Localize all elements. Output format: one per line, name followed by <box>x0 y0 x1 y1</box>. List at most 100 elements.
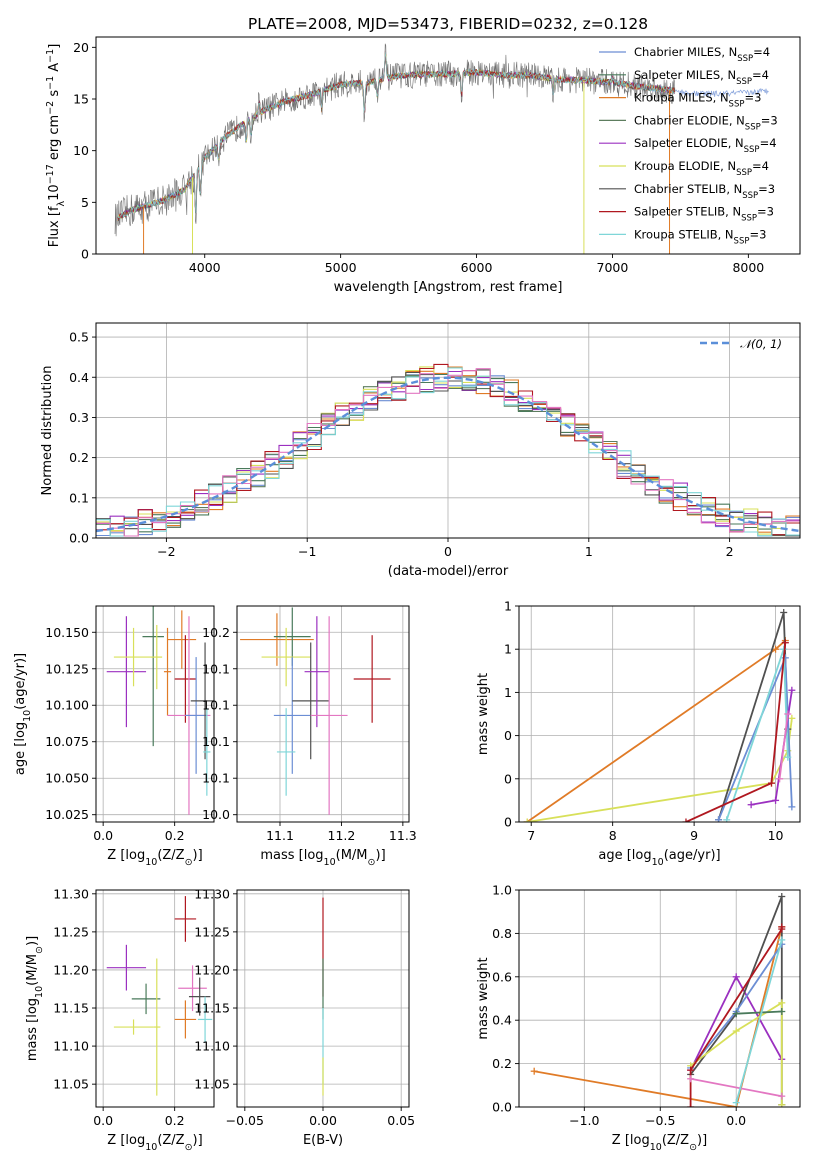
plot-area <box>96 363 800 537</box>
residual-histogram-panel: −2 −1 0 1 2 0.0 0.1 0.2 0.3 0.4 0.5 𝒩(0, 1) (data-mo… <box>40 322 801 579</box>
model-spectrum-line <box>117 51 675 219</box>
x-tick-label: −1.0 <box>569 1113 599 1128</box>
y-tick-label: 11.20 <box>194 962 230 977</box>
y-tick-label: 0.8 <box>492 926 512 941</box>
series-marker <box>732 973 740 981</box>
y-tick-label: 0.1 <box>69 490 89 505</box>
x-tick-label: 8 <box>609 828 617 843</box>
series-marker <box>682 818 690 822</box>
mass-vs-metallicity-panel: 0.0 0.2 11.05 11.10 11.15 11.20 11.25 11.30 Z [l… <box>25 886 215 1153</box>
y-tick-label: 10.2 <box>202 625 230 640</box>
age-vs-metallicity-panel: 0.0 0.2 10.025 10.050 10.075 10.100 10.125 10.1… <box>13 605 215 868</box>
y-tick-label: 10 <box>73 143 89 158</box>
legend: Chabrier MILES, NSSP=4 Salpeter MILES, NS… <box>599 45 778 246</box>
legend-entry: Salpeter ELODIE, NSSP=4 <box>634 136 777 155</box>
y-tick-label: 11.20 <box>53 962 89 977</box>
plot-area <box>523 608 796 822</box>
legend-entry: Kroupa ELODIE, NSSP=4 <box>634 159 769 178</box>
errorbar-point <box>178 965 207 1012</box>
series-marker <box>778 893 786 901</box>
y-tick-label: 11.30 <box>53 886 89 901</box>
series-line <box>732 1008 786 1018</box>
series-marker <box>788 714 796 722</box>
histogram-step-line <box>96 368 800 537</box>
y-tick-label: 0.5 <box>69 330 89 345</box>
plot-area <box>106 896 213 1096</box>
y-tick-label: 11.15 <box>194 1001 230 1016</box>
series-marker <box>780 608 788 616</box>
y-tick-label: 11.15 <box>53 1001 89 1016</box>
y-tick-label: 0.4 <box>69 370 89 385</box>
y-tick-label: 15 <box>73 92 89 107</box>
y-tick-label: 10.0 <box>202 807 230 822</box>
errorbar-point <box>276 708 296 796</box>
x-tick-label: 11.3 <box>389 828 417 843</box>
errorbar-point <box>174 635 197 723</box>
plot-area <box>106 606 214 815</box>
y-tick-label: 0.4 <box>492 1013 512 1028</box>
errorbar-point <box>131 983 161 1015</box>
x-axis-label: mass [log10(M/M⊙)] <box>260 848 385 868</box>
y-axis-label: Normed distribution <box>40 366 55 496</box>
legend-entry: 𝒩(0, 1) <box>740 337 782 351</box>
axes: −2 −1 0 1 2 0.0 0.1 0.2 0.3 0.4 0.5 𝒩(0, 1) (data-mo… <box>40 322 801 579</box>
x-tick-label: −2 <box>157 544 175 559</box>
x-axis-label: wavelength [Angstrom, rest frame] <box>334 280 563 295</box>
legend-entry: Kroupa STELIB, NSSP=3 <box>634 227 766 246</box>
legend-entry: Chabrier MILES, NSSP=4 <box>634 45 770 64</box>
x-tick-label: 0.2 <box>165 1113 185 1128</box>
series-marker <box>788 686 796 694</box>
mass-vs-ebv-panel: −0.05 0.00 0.05 11.05 11.10 11.15 11.20 11.25 11… <box>194 886 415 1148</box>
x-tick-label: 7 <box>527 828 535 843</box>
errorbar-point <box>292 642 330 760</box>
y-tick-label: 10.125 <box>45 661 89 676</box>
series-marker <box>778 936 786 944</box>
series-marker <box>778 1008 786 1016</box>
x-tick-label: 7000 <box>597 260 629 275</box>
x-tick-label: 9 <box>690 828 698 843</box>
x-tick-label: 10 <box>768 828 784 843</box>
errorbar-point <box>142 606 164 747</box>
x-axis-label: Z [log10(Z/Z⊙)] <box>612 1133 707 1153</box>
errorbar-point <box>174 1000 197 1039</box>
y-tick-label: 5 <box>81 195 89 210</box>
legend: 𝒩(0, 1) <box>700 337 782 351</box>
series-line <box>687 923 786 1107</box>
errorbar-point <box>190 642 214 760</box>
y-tick-label: 1.0 <box>492 883 512 898</box>
series-marker <box>784 710 792 718</box>
errorbar-point <box>113 627 154 687</box>
y-tick-label: 11.10 <box>194 1039 230 1054</box>
series-marker <box>715 816 723 822</box>
spectrum-panel: 4000 5000 6000 7000 8000 0 5 10 15 20 Chabrier MIL… <box>45 36 801 295</box>
series-marker <box>788 803 796 811</box>
series-marker <box>778 999 786 1007</box>
errorbar-point <box>174 896 197 942</box>
series-marker <box>747 801 755 809</box>
legend-entry: Salpeter STELIB, NSSP=3 <box>634 205 774 224</box>
y-tick-label: 0.0 <box>492 1100 512 1115</box>
y-tick-label: 10.1 <box>202 734 230 749</box>
axes: 11.1 11.2 11.3 10.0 10.1 10.1 10.1 10.1 10.2 mass… <box>202 605 417 868</box>
grid <box>237 606 409 822</box>
errorbar-point <box>353 635 391 723</box>
x-axis-label: (data-model)/error <box>388 564 509 579</box>
axes: 0.0 0.2 11.05 11.10 11.15 11.20 11.25 11.30 Z [l… <box>25 886 215 1153</box>
series-marker <box>523 818 531 822</box>
series-marker <box>732 1010 740 1018</box>
y-axis-label: age [log10(age/yr)] <box>13 653 33 775</box>
y-tick-label: 0 <box>504 728 512 743</box>
series-marker <box>778 923 786 931</box>
x-tick-label: 0.0 <box>726 1113 746 1128</box>
errorbar-point <box>310 616 348 815</box>
x-tick-label: 0.0 <box>93 1113 113 1128</box>
series-marker <box>687 1066 695 1074</box>
grid <box>96 606 214 822</box>
y-tick-label: 0 <box>81 247 89 262</box>
weight-vs-metallicity-panel: −1.0 −0.5 0.0 0.0 0.2 0.4 0.6 0.8 1.0 Z [log10(Z/… <box>476 883 801 1153</box>
histogram-step-line <box>96 367 800 537</box>
errorbar-point <box>304 616 330 728</box>
y-tick-label: 11.25 <box>53 924 89 939</box>
y-axis-label: mass [log10(M/M⊙)] <box>25 936 45 1061</box>
